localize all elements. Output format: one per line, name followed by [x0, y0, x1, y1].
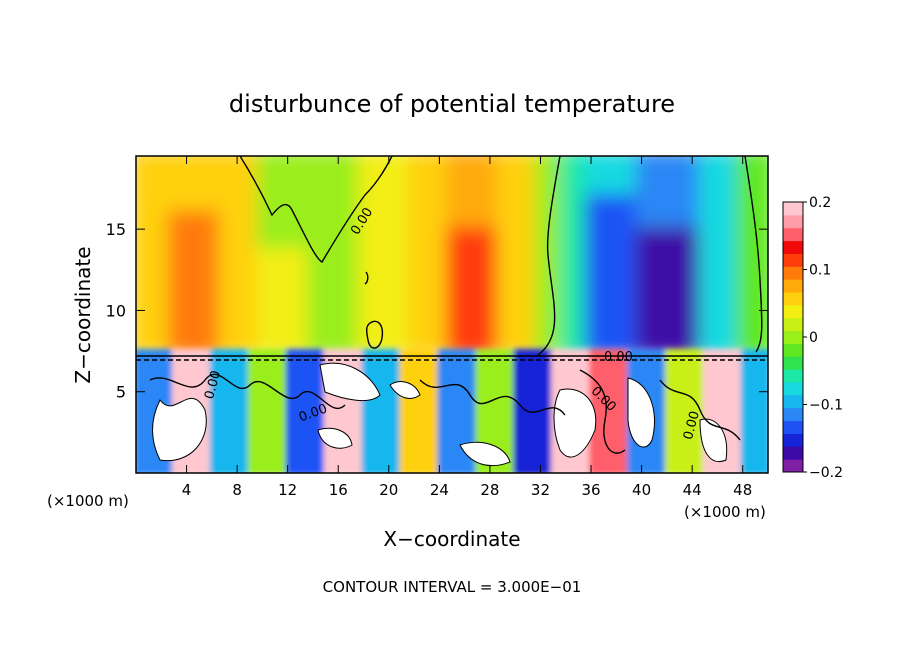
field-layer-upper: [136, 156, 768, 358]
lower-contour: [149, 373, 346, 409]
colorbar-swatch: [783, 407, 803, 422]
colorbar-swatch: [783, 292, 803, 306]
field-cell: [589, 349, 631, 473]
white-patch: [152, 397, 207, 462]
contour-label: 0.00: [202, 369, 224, 401]
y-tick-label: 15: [106, 220, 126, 239]
y-axis-label: Z−coordinate: [71, 246, 95, 383]
colorbar: 0.2 0.1 0 −0.1 −0.2: [782, 195, 843, 481]
lower-contour: [419, 379, 566, 416]
x-axis: 4 8 12 16 20 24 28 32 36 40 44 48: [182, 156, 752, 499]
lower-contour: [579, 369, 626, 454]
colorbar-swatch: [783, 394, 803, 409]
field-cell: [247, 349, 290, 473]
colorbar-swatch: [783, 382, 803, 396]
white-patch: [317, 427, 353, 449]
zero-contour-small: [364, 271, 369, 285]
x-tick-label: 4: [182, 481, 192, 499]
white-patch: [553, 388, 597, 458]
contour-label: 0.00: [681, 410, 703, 442]
lower-contour: [659, 379, 741, 441]
colorbar-swatch: [783, 356, 803, 370]
colorbar-tick-label: 0.1: [809, 263, 831, 279]
field-layer-lower: [136, 349, 768, 473]
white-patch: [627, 377, 655, 448]
white-patch: [319, 362, 381, 402]
colorbar-swatch: [783, 343, 803, 357]
colorbar-swatch: [783, 420, 803, 434]
field-cell: [209, 349, 252, 473]
colorbar-swatch: [783, 202, 803, 216]
x-axis-label: X−coordinate: [383, 527, 520, 551]
zero-contour-loop: [365, 320, 384, 349]
colorbar-swatch: [783, 317, 803, 332]
x-tick-label: 40: [632, 481, 651, 499]
field-cell: [635, 215, 711, 358]
y-tick-label: 5: [116, 383, 126, 402]
white-patch: [389, 381, 421, 399]
colorbar-swatch: [783, 433, 803, 447]
zero-contour-upper-left: [239, 156, 393, 263]
colorbar-swatch: [783, 266, 803, 280]
field-cell: [635, 156, 711, 228]
y-tick-label: 10: [106, 301, 126, 320]
zero-contour-far-right: [744, 156, 763, 353]
colorbar-swatch: [783, 459, 803, 473]
contour-lines: [136, 156, 768, 454]
chart-title: disturbunce of potential temperature: [229, 90, 675, 118]
colorbar-tick-label: −0.1: [809, 398, 843, 414]
x-tick-label: 36: [581, 481, 600, 499]
white-patch: [699, 418, 728, 462]
field-cell: [736, 156, 768, 358]
colorbar-tick-label: −0.2: [809, 465, 843, 481]
x-unit-left: (×1000 m): [47, 492, 129, 510]
colorbar-tick-label: 0.2: [809, 195, 831, 211]
colorbar-swatch: [783, 304, 803, 319]
y-axis: 5 10 15: [106, 220, 768, 402]
colorbar-swatch: [783, 253, 803, 267]
field-cell: [361, 349, 404, 473]
colorbar-swatch: [783, 227, 803, 242]
plot-frame: [135, 155, 769, 474]
colorbar-swatch: [783, 330, 803, 344]
colorbar-swatch: [783, 240, 803, 254]
field-cell: [399, 349, 442, 473]
colorbar-swatch: [783, 369, 803, 383]
x-tick-label: 28: [480, 481, 499, 499]
field-cell: [740, 349, 768, 473]
x-tick-label: 8: [232, 481, 242, 499]
field-cell: [513, 349, 556, 473]
colorbar-swatch: [783, 279, 803, 293]
colorbar-swatch: [783, 214, 803, 229]
x-tick-label: 24: [430, 481, 449, 499]
x-tick-label: 48: [733, 481, 752, 499]
x-tick-label: 12: [278, 481, 297, 499]
turbulent-white-patches: [152, 362, 728, 467]
zero-contour-right: [537, 156, 561, 356]
x-tick-label: 32: [531, 481, 550, 499]
contour-interval-note: CONTOUR INTERVAL = 3.000E−01: [323, 578, 582, 596]
x-unit-right: (×1000 m): [684, 503, 766, 521]
colorbar-tick-label: 0: [809, 330, 818, 346]
x-tick-label: 44: [683, 481, 702, 499]
x-tick-label: 16: [329, 481, 348, 499]
colorbar-swatch: [783, 446, 803, 460]
white-patch: [459, 441, 511, 467]
contour-label: 0.00: [604, 350, 633, 365]
x-tick-label: 20: [379, 481, 398, 499]
